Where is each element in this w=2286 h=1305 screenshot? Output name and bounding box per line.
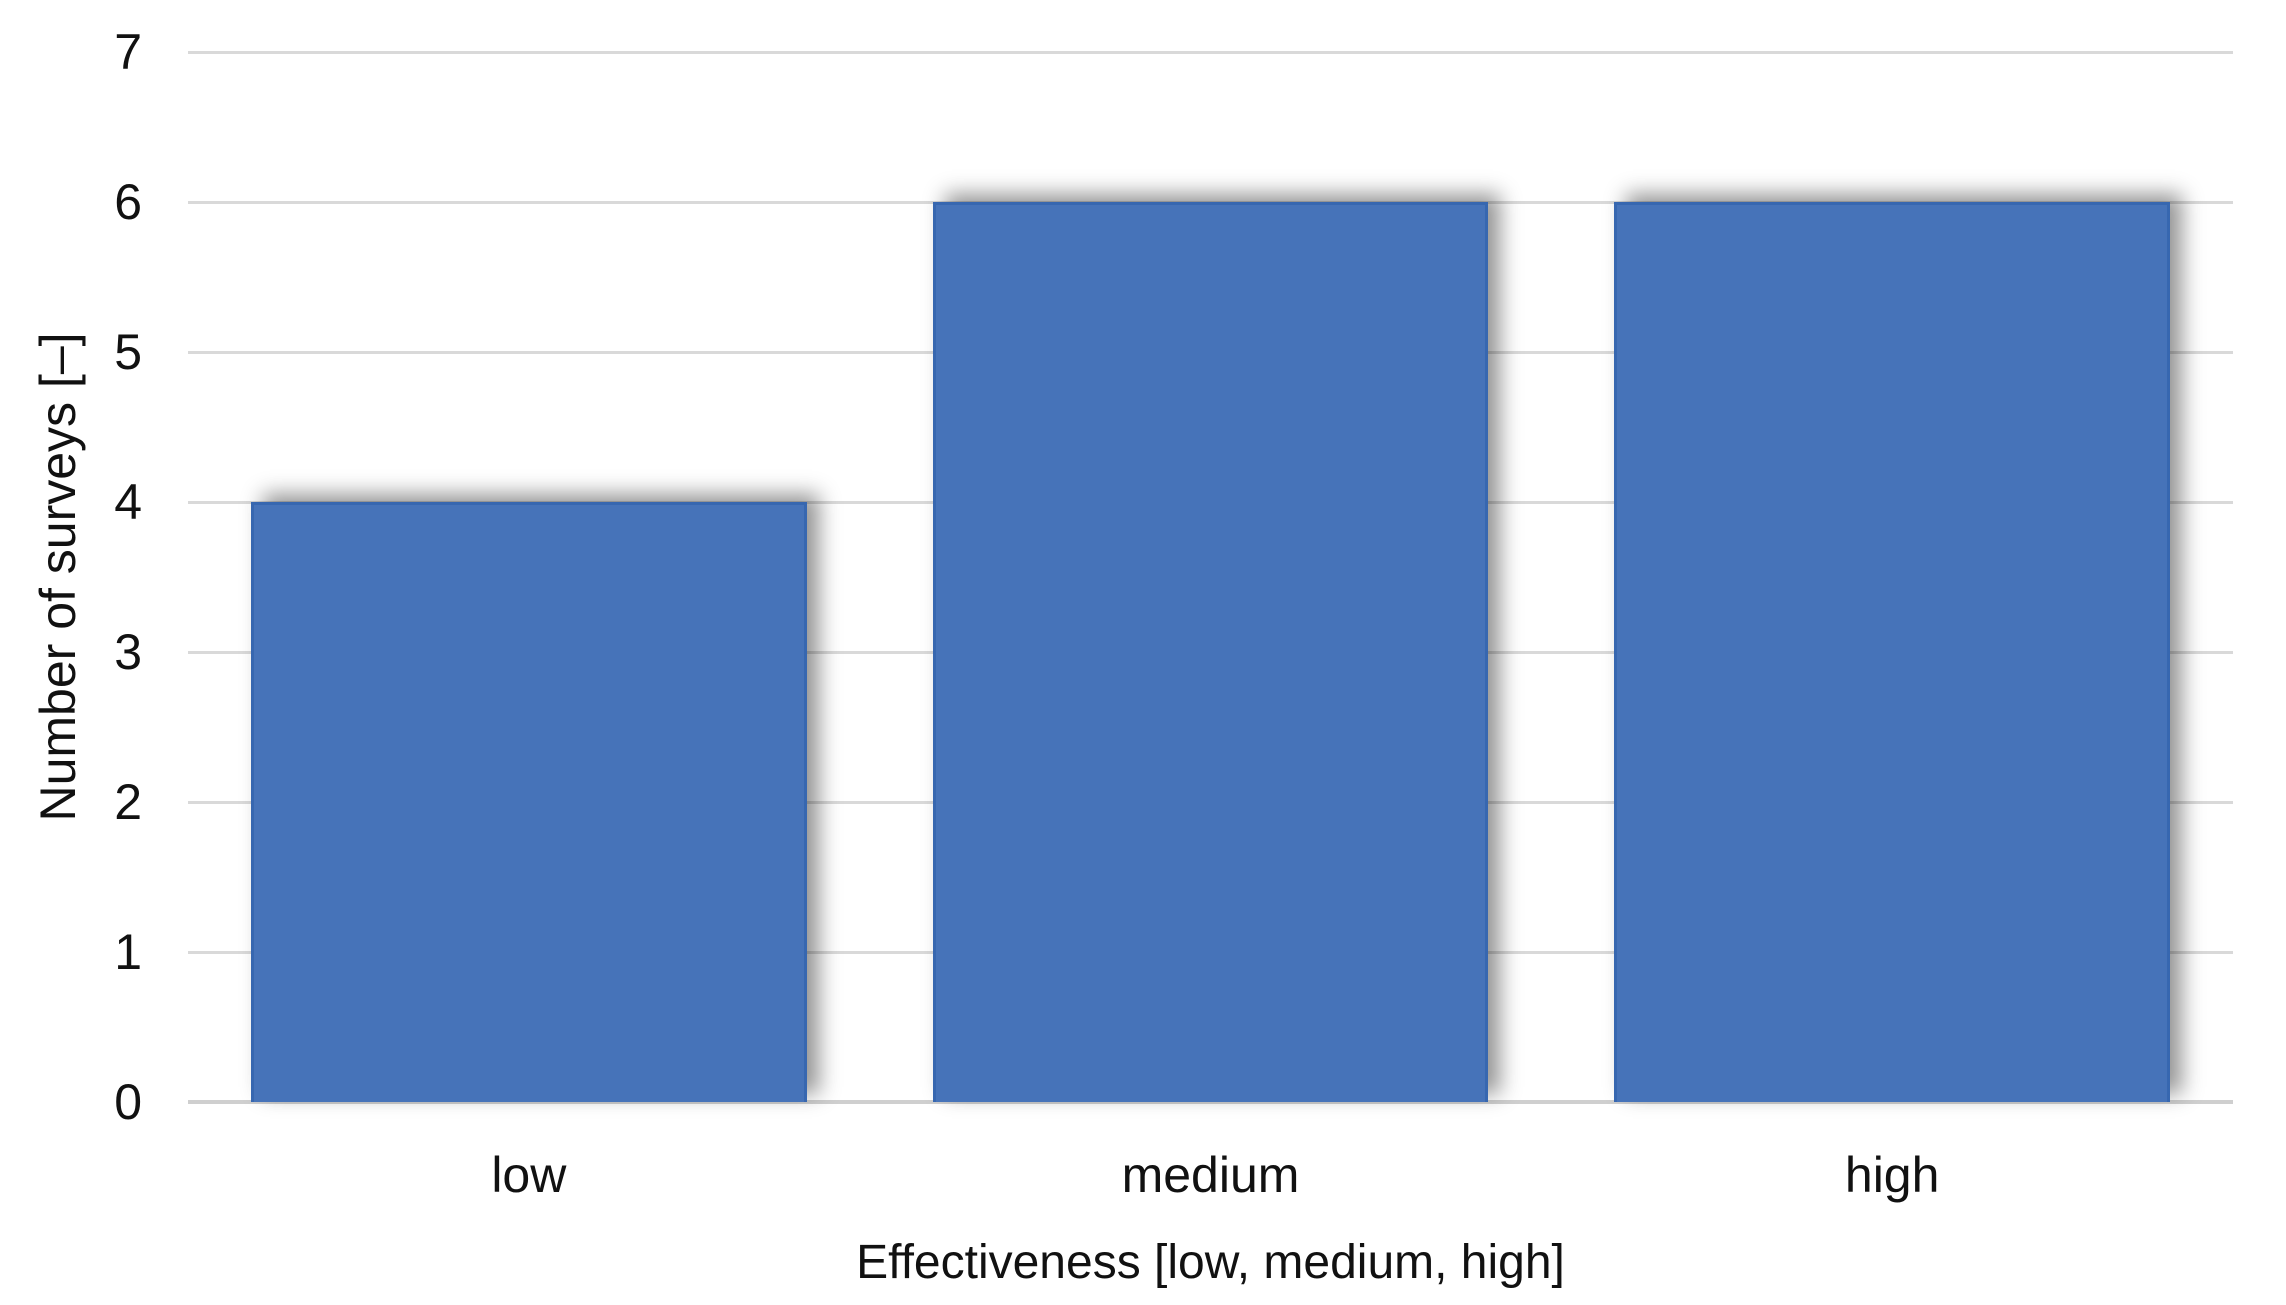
y-tick-label-5: 5 <box>114 324 142 380</box>
x-category-label-high: high <box>1844 1147 1940 1203</box>
y-tick-label-0: 0 <box>114 1074 142 1130</box>
y-tick-label-2: 2 <box>114 774 142 830</box>
y-axis-title: Number of surveys [–] <box>30 332 86 822</box>
x-axis-title: Effectiveness [low, medium, high] <box>856 1236 1565 1289</box>
x-axis-line <box>188 1100 2233 1104</box>
y-tick-label-6: 6 <box>114 174 142 230</box>
bar-medium <box>932 202 1489 1102</box>
bar-high <box>1614 202 2170 1102</box>
gridline-y7 <box>188 51 2233 54</box>
y-tick-label-1: 1 <box>114 924 142 980</box>
x-category-label-low: low <box>491 1147 567 1203</box>
y-tick-label-3: 3 <box>114 624 142 680</box>
bar-low <box>251 502 807 1102</box>
y-tick-label-4: 4 <box>114 474 142 530</box>
y-tick-label-7: 7 <box>114 24 142 80</box>
x-category-label-medium: medium <box>1121 1147 1300 1203</box>
